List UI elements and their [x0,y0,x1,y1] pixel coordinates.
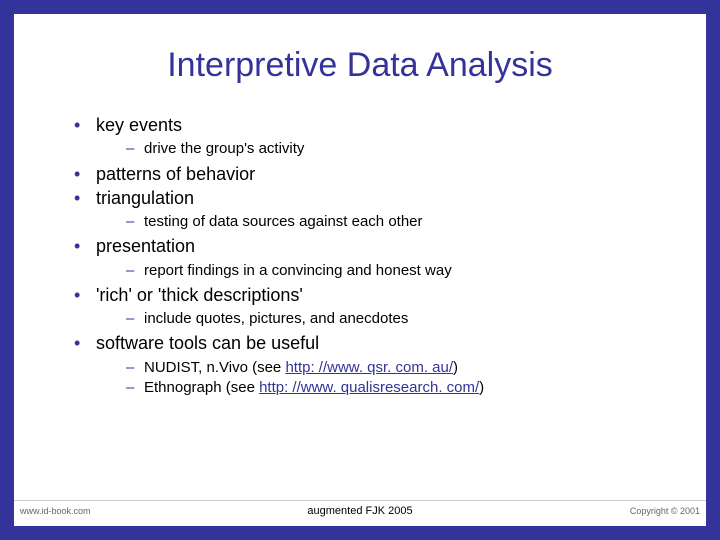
slide-title: Interpretive Data Analysis [62,46,658,85]
sub-text-pre: Ethnograph (see [144,379,259,396]
bullet-item: presentation report findings in a convin… [74,234,658,281]
sub-item: include quotes, pictures, and anecdotes [126,309,658,329]
sub-list: include quotes, pictures, and anecdotes [96,309,658,329]
sub-list: testing of data sources against each oth… [96,212,658,232]
sub-item: Ethnograph (see http: //www. qualisresea… [126,378,658,398]
bullet-item: key events drive the group's activity [74,113,658,160]
slide-content: Interpretive Data Analysis key events dr… [14,14,706,398]
bullet-item: 'rich' or 'thick descriptions' include q… [74,283,658,330]
link[interactable]: http: //www. qsr. com. au/ [285,359,453,376]
bullet-text: 'rich' or 'thick descriptions' [96,285,303,305]
sub-list: NUDIST, n.Vivo (see http: //www. qsr. co… [96,358,658,399]
sub-list: drive the group's activity [96,139,658,159]
slide: Interpretive Data Analysis key events dr… [0,0,720,540]
sub-item: NUDIST, n.Vivo (see http: //www. qsr. co… [126,358,658,378]
bullet-text: key events [96,115,182,135]
sub-item: report findings in a convincing and hone… [126,261,658,281]
footer: www.id-book.com augmented FJK 2005 Copyr… [14,500,706,520]
bullet-item: triangulation testing of data sources ag… [74,186,658,233]
bullet-item: software tools can be useful NUDIST, n.V… [74,331,658,398]
sub-text-post: ) [453,359,458,376]
link[interactable]: http: //www. qualisresearch. com/ [259,379,479,396]
bullet-list: key events drive the group's activity pa… [62,113,658,398]
footer-center: augmented FJK 2005 [307,505,412,517]
bullet-text: patterns of behavior [96,164,255,184]
sub-item: testing of data sources against each oth… [126,212,658,232]
bullet-item: patterns of behavior [74,162,658,186]
bullet-text: software tools can be useful [96,333,319,353]
sub-text-post: ) [479,379,484,396]
sub-item: drive the group's activity [126,139,658,159]
bullet-text: presentation [96,236,195,256]
bullet-text: triangulation [96,188,194,208]
sub-list: report findings in a convincing and hone… [96,261,658,281]
footer-left: www.id-book.com [20,506,91,516]
sub-text-pre: NUDIST, n.Vivo (see [144,359,285,376]
footer-right: Copyright © 2001 [630,506,700,516]
